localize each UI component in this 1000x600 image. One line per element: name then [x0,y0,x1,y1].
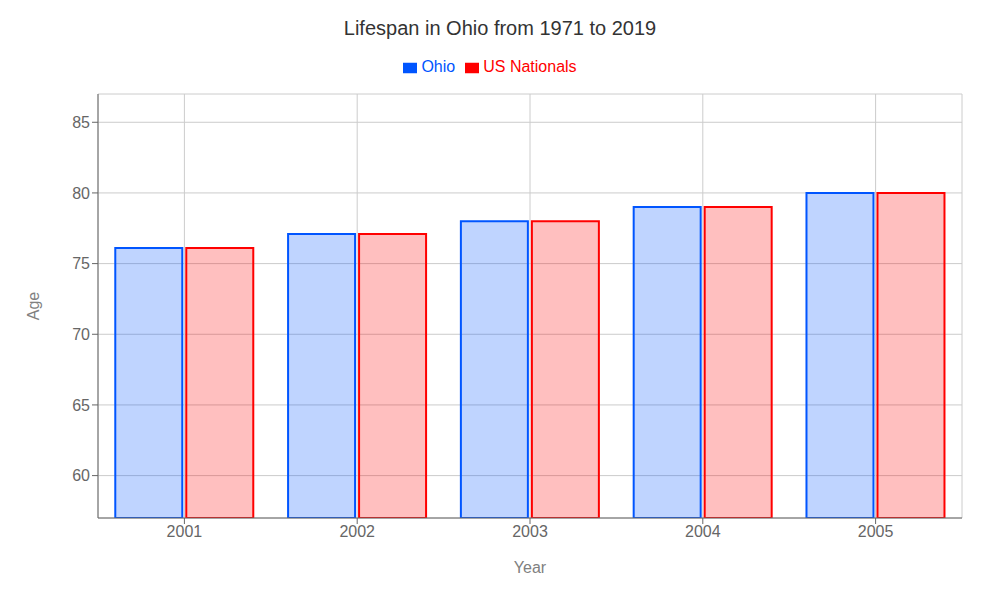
svg-text:75: 75 [72,255,90,272]
html-text:US Nationals: US Nationals [483,58,577,75]
svg-text:70: 70 [72,326,90,343]
svg-text:65: 65 [72,397,90,414]
svg-text:80: 80 [72,185,90,202]
html-text:Lifespan in Ohio from 1971 to: Lifespan in Ohio from 1971 to 2019 [343,17,657,39]
svg-text:60: 60 [72,467,90,484]
html-text:Ohio: Ohio [421,58,456,75]
svg-text:2003: 2003 [512,523,548,540]
svg-text:85: 85 [72,114,90,131]
svg-text:2005: 2005 [858,523,894,540]
svg-text:2001: 2001 [167,523,203,540]
svg-text:2002: 2002 [339,523,375,540]
svg-text:2004: 2004 [685,523,721,540]
svg-text:Year: Year [514,559,547,576]
svg-text:Age: Age [25,292,42,321]
